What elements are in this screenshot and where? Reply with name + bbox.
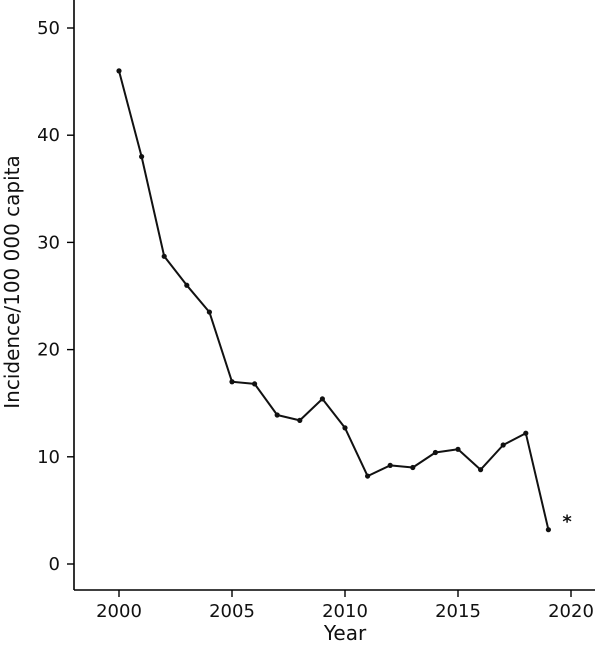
data-point [478, 467, 484, 473]
data-point [116, 68, 122, 74]
y-tick-label: 30 [37, 232, 60, 253]
data-point [365, 473, 371, 479]
data-point [545, 527, 552, 533]
data-point [342, 425, 348, 431]
data-point [252, 381, 258, 387]
y-axis-title: Incidence/100 000 capita [0, 155, 24, 409]
x-tick-label: 2005 [209, 601, 255, 622]
series [116, 68, 552, 533]
annotations: * [562, 512, 572, 533]
data-point [387, 462, 393, 468]
x-axis-title: Year [323, 621, 367, 645]
data-point [523, 430, 529, 436]
data-point [432, 449, 438, 456]
data-point [319, 396, 325, 402]
y-tick-label: 20 [37, 340, 60, 361]
data-point [274, 412, 280, 418]
data-point [184, 282, 190, 288]
axes [73, 0, 595, 591]
data-point [297, 417, 303, 423]
y-tick-label: 10 [37, 447, 60, 468]
annotation-asterisk: * [562, 512, 572, 533]
x-tick-label: 2015 [435, 601, 481, 622]
x-ticks: 2000 2005 2010 2015 2020 [96, 590, 594, 622]
series-line [118, 69, 550, 531]
x-tick-label: 2000 [96, 601, 142, 622]
y-tick-label: 40 [37, 125, 60, 146]
data-point [229, 379, 235, 385]
y-tick-label: 50 [37, 18, 60, 39]
y-tick-label: 0 [49, 554, 60, 575]
data-point [139, 154, 145, 160]
data-point [410, 464, 416, 471]
y-ticks: 0 10 20 30 40 50 [37, 18, 74, 575]
x-tick-label: 2010 [322, 601, 368, 622]
x-tick-label: 2020 [548, 601, 594, 622]
data-point [161, 253, 167, 259]
data-point [206, 309, 212, 315]
data-point [500, 442, 506, 448]
data-point [455, 446, 461, 452]
